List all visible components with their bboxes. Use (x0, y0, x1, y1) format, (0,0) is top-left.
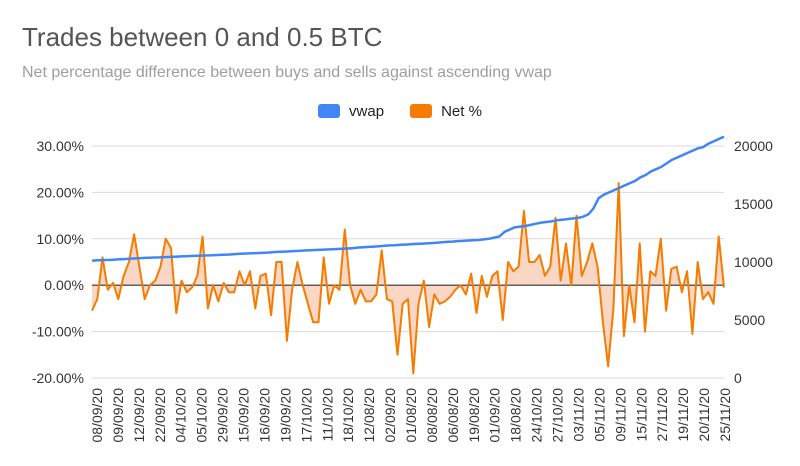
x-tick-label: 19/08/20 (466, 388, 482, 443)
legend-label-net: Net % (441, 102, 482, 120)
legend-swatch-net (410, 104, 433, 118)
x-tick-label: 04/10/20 (173, 388, 189, 443)
chart-subtitle: Net percentage difference between buys a… (22, 64, 552, 81)
x-tick-label: 15/09/20 (236, 388, 252, 443)
y-right-tick-label: 10000 (734, 254, 773, 270)
x-tick-label: 02/09/20 (382, 388, 398, 443)
x-tick-label: 27/10/20 (550, 388, 566, 443)
x-tick-label: 03/11/20 (570, 388, 586, 442)
y-right-tick-label: 5000 (734, 312, 765, 328)
y-left-tick-label: -20.00% (32, 370, 84, 386)
y-right-tick-label: 15000 (734, 196, 773, 212)
x-tick-label: 17/10/20 (298, 388, 314, 443)
x-tick-label: 27/11/20 (654, 388, 670, 442)
net-area (92, 183, 724, 374)
x-tick-label: 01/09/20 (487, 388, 503, 443)
legend: vwap Net % (0, 100, 800, 122)
x-tick-label: 05/10/20 (194, 388, 210, 443)
x-tick-label: 19/09/20 (277, 388, 293, 443)
y-left-tick-label: 30.00% (37, 138, 84, 154)
x-tick-label: 18/08/20 (508, 388, 524, 443)
y-right-tick-label: 0 (734, 370, 742, 386)
x-tick-label: 09/11/20 (612, 388, 628, 442)
x-tick-label: 08/09/20 (89, 388, 105, 443)
chart-title: Trades between 0 and 0.5 BTC (22, 22, 383, 52)
x-tick-label: 16/09/20 (256, 388, 272, 443)
x-tick-label: 08/08/20 (424, 388, 440, 443)
x-tick-label: 22/09/20 (152, 388, 168, 443)
y-left-tick-label: 0.00% (44, 277, 84, 293)
y-left-tick-label: -10.00% (32, 324, 84, 340)
legend-item-vwap[interactable]: vwap (318, 103, 384, 120)
x-tick-label: 05/11/20 (591, 388, 607, 442)
series-line-net (91, 182, 725, 375)
x-tick-label: 18/10/20 (340, 388, 356, 443)
legend-item-net[interactable]: Net % (410, 103, 482, 120)
x-tick-label: 24/10/20 (529, 388, 545, 443)
x-tick-label: 19/11/20 (675, 388, 691, 442)
x-tick-label: 11/10/20 (319, 388, 335, 442)
y-left-tick-label: 10.00% (37, 231, 84, 247)
x-tick-label: 06/08/20 (445, 388, 461, 443)
legend-label-vwap: vwap (349, 102, 385, 120)
x-tick-label: 01/08/20 (403, 388, 419, 443)
x-tick-label: 15/11/20 (633, 388, 649, 442)
x-tick-label: 09/09/20 (110, 388, 126, 443)
y-left-tick-label: 20.00% (37, 184, 84, 200)
legend-swatch-vwap (318, 104, 341, 118)
x-tick-label: 12/09/20 (131, 388, 147, 443)
x-tick-label: 25/11/20 (717, 388, 733, 442)
y-right-tick-label: 20000 (734, 138, 773, 154)
series-line-vwap (91, 135, 725, 263)
x-tick-label: 12/08/20 (361, 388, 377, 443)
x-tick-label: 20/11/20 (696, 388, 712, 442)
x-tick-label: 29/09/20 (215, 388, 231, 443)
